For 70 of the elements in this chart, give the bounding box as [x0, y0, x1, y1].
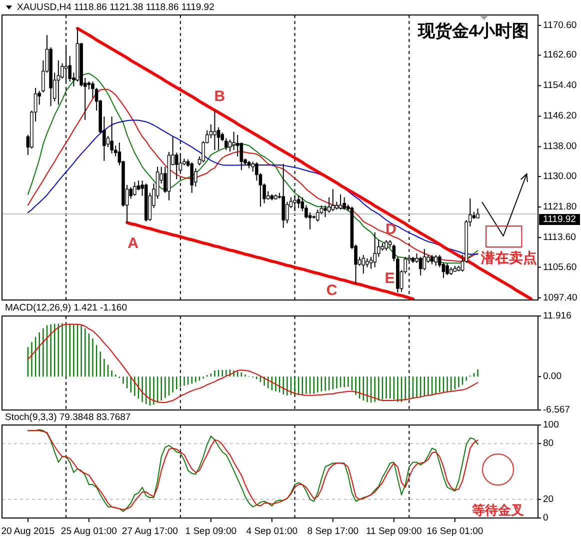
x-tick-label: 8 Sep 17:00: [307, 526, 359, 537]
candlestick: [331, 188, 335, 212]
candlestick: [110, 116, 114, 154]
x-tick-label: 4 Sep 01:00: [246, 526, 298, 537]
chart-title: MACD(12,26,9) 1.421 -1.160: [5, 302, 127, 314]
candlestick: [240, 142, 244, 171]
candlestick: [133, 182, 136, 196]
y-tick-label: 1154.40: [543, 80, 577, 92]
candlestick: [213, 110, 216, 151]
candlestick: [434, 254, 438, 266]
y-tick-label: 20: [543, 494, 554, 505]
y-tick-label: 1097.40: [543, 292, 578, 304]
candlestick: [342, 196, 346, 210]
candlestick: [228, 139, 232, 152]
chart-title: Stoch(9,3,3) 79.3848 83.7687: [5, 412, 131, 423]
candlestick: [190, 162, 194, 194]
candlestick: [56, 60, 60, 106]
y-tick-label: 0: [543, 512, 548, 524]
y-tick-label: 1138.00: [543, 141, 577, 152]
candlestick: [384, 240, 388, 252]
y-tick-label: -6.567: [543, 404, 570, 416]
chart-subtitle: XAUUSD,H4 1118.86 1121.38 1118.86 1119.92: [17, 2, 214, 13]
y-tick-label: 1130.00: [543, 170, 577, 182]
x-tick-label: 11 Sep 09:00: [366, 526, 422, 537]
y-tick-label: 1170.60: [543, 20, 577, 31]
x-tick-label: 27 Aug 17:00: [122, 526, 178, 537]
x-tick-label: 16 Sep 01:00: [426, 526, 484, 537]
annotation: B: [214, 88, 226, 106]
line-series: [27, 324, 478, 404]
candlestick: [362, 254, 366, 274]
annotation: 等待金叉: [471, 502, 524, 518]
y-tick-label: 1162.60: [543, 50, 577, 61]
y-tick-label: 1105.60: [543, 262, 577, 273]
candlestick: [209, 124, 213, 139]
candlestick: [216, 126, 220, 151]
annotation: E: [384, 270, 395, 288]
candlestick: [136, 180, 140, 191]
candlestick: [327, 196, 331, 214]
x-tick-label: 25 Aug 01:00: [60, 526, 117, 537]
line-series: [126, 221, 414, 300]
candlestick: [418, 256, 422, 276]
candlestick: [296, 195, 300, 209]
y-tick-label: 100: [543, 420, 559, 430]
y-tick-label: 0.00: [543, 371, 562, 382]
annotation: 潜在卖点: [480, 250, 537, 266]
y-tick-label: 1121.80: [543, 201, 577, 212]
chart-title: 现货金4小时图: [416, 22, 530, 40]
annotation: C: [326, 282, 338, 300]
y-tick-label: 1113.60: [543, 232, 576, 243]
candlestick: [373, 232, 376, 268]
line-series: [27, 120, 478, 255]
x-tick-label: 20 Aug 2015: [1, 526, 55, 537]
x-tick-label: 1 Sep 09:00: [185, 526, 237, 537]
candlestick: [251, 161, 254, 172]
y-tick-label: 80: [543, 438, 554, 450]
candlestick: [282, 163, 285, 228]
candlestick: [430, 254, 434, 265]
annotation: D: [385, 221, 396, 238]
candlestick: [194, 168, 198, 188]
candlestick: [174, 152, 178, 180]
candlestick: [308, 212, 312, 230]
y-tick-label: 1146.20: [543, 110, 577, 122]
ref-line-label: 1119.92: [543, 214, 576, 226]
candlestick: [316, 209, 320, 222]
y-tick-label: 11.916: [543, 310, 572, 322]
candlestick: [324, 204, 327, 218]
candlestick: [224, 138, 228, 151]
annotation: A: [128, 235, 139, 252]
candlestick: [476, 208, 480, 218]
candlestick: [446, 263, 449, 276]
